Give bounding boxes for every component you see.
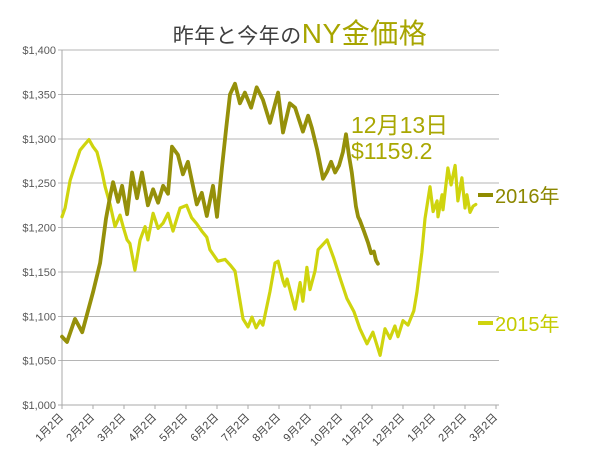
x-tick-label-13: 2月2日 bbox=[436, 412, 469, 445]
legend-2015-line-swatch bbox=[478, 320, 493, 325]
series-line-2016年 bbox=[60, 81, 380, 344]
y-tick-label-1250: $1,250 bbox=[22, 178, 56, 190]
y-tick-label-1100: $1,100 bbox=[22, 311, 56, 323]
y-tick-label-1400: $1,400 bbox=[22, 45, 56, 57]
x-tick-label-2: 3月2日 bbox=[95, 412, 128, 445]
legend-2016: 2016年 bbox=[478, 180, 560, 209]
x-tick-label-3: 4月2日 bbox=[126, 412, 159, 445]
x-tick-label-10: 11月2日 bbox=[340, 412, 376, 448]
y-tick-label-1350: $1,350 bbox=[22, 89, 56, 101]
data-point-annotation: 12月13日 $1159.2 bbox=[351, 112, 448, 164]
legend-2016-label: 2016年 bbox=[495, 186, 560, 208]
x-tick-label-7: 8月2日 bbox=[250, 412, 283, 445]
x-tick-label-12: 1月2日 bbox=[405, 412, 438, 445]
x-tick-label-0: 1月2日 bbox=[33, 412, 66, 445]
annotation-date: 12月13日 bbox=[351, 112, 449, 138]
chart-title: 昨年と今年のNY金価格 bbox=[0, 12, 600, 52]
y-tick-label-1150: $1,150 bbox=[22, 267, 56, 279]
y-tick-label-1300: $1,300 bbox=[22, 134, 56, 146]
legend-2016-line-swatch bbox=[478, 192, 493, 197]
x-tick-label-14: 3月2日 bbox=[467, 412, 500, 445]
chart-title-main: NY金価格 bbox=[301, 18, 428, 49]
legend-2015: 2015年 bbox=[478, 308, 560, 337]
legend-2015-label: 2015年 bbox=[495, 314, 560, 336]
x-tick-label-6: 7月2日 bbox=[219, 412, 252, 445]
chart-title-prefix: 昨年と今年の bbox=[172, 25, 302, 48]
x-tick-label-5: 6月2日 bbox=[188, 412, 221, 445]
y-tick-label-1200: $1,200 bbox=[22, 223, 56, 235]
x-tick-label-1: 2月2日 bbox=[64, 412, 97, 445]
y-tick-label-1000: $1,000 bbox=[22, 400, 56, 412]
x-tick-label-4: 5月2日 bbox=[157, 412, 190, 445]
x-tick-label-9: 10月2日 bbox=[308, 412, 345, 449]
x-tick-label-11: 12月2日 bbox=[370, 412, 407, 449]
y-tick-label-1050: $1,050 bbox=[22, 356, 56, 368]
series-line-2015年 bbox=[60, 138, 478, 357]
annotation-value: $1159.2 bbox=[351, 138, 433, 164]
